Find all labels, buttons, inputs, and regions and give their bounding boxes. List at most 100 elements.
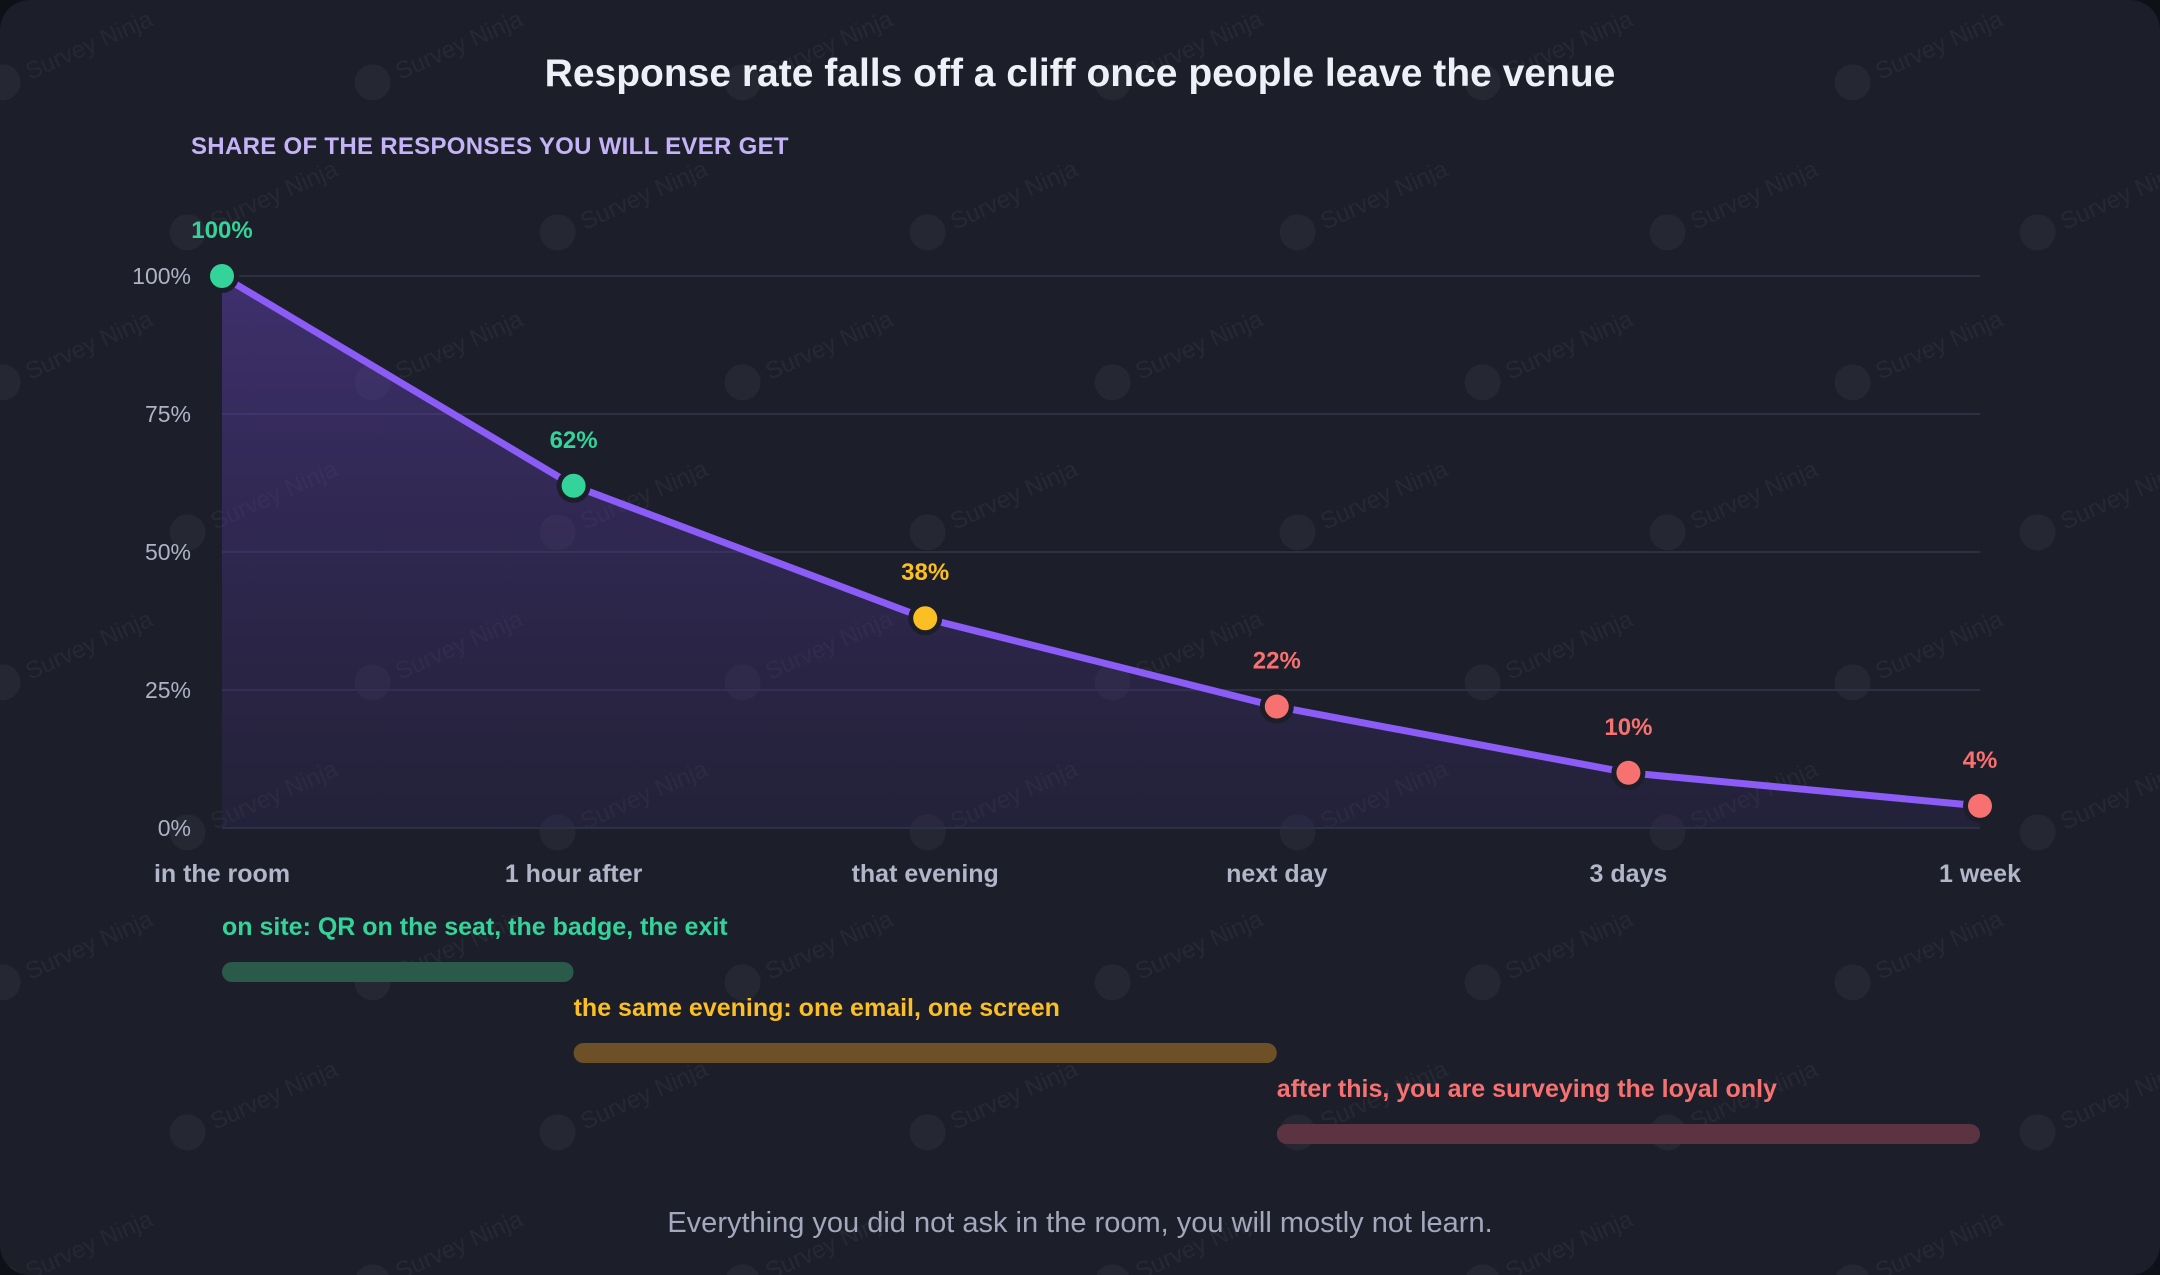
watermark-logo-icon	[1649, 214, 1686, 251]
y-tick-label: 25%	[145, 677, 191, 703]
watermark-logo-icon	[0, 64, 21, 101]
x-tick-label: that evening	[852, 860, 999, 888]
watermark: Survey Ninja	[1834, 305, 2007, 401]
watermark-text: Survey Ninja	[2056, 455, 2160, 535]
watermark-logo-icon	[0, 964, 21, 1001]
watermark: Survey Ninja	[539, 1055, 712, 1151]
x-axis: in the room 1 hour after that evening next …	[154, 860, 2021, 888]
watermark-logo-icon	[1279, 214, 1316, 251]
watermark-text: Survey Ninja	[21, 905, 157, 985]
watermark-logo-icon	[2019, 1114, 2056, 1151]
data-label: 62%	[550, 427, 598, 454]
data-point	[913, 606, 938, 631]
watermark-text: Survey Ninja	[761, 905, 897, 985]
data-point	[1968, 793, 1992, 818]
watermark: Survey Ninja	[1649, 455, 1822, 551]
watermark-logo-icon	[1834, 364, 1871, 401]
watermark-logo-icon	[354, 1264, 391, 1275]
data-point	[561, 473, 586, 498]
watermark-logo-icon	[539, 1114, 576, 1151]
watermark: Survey Ninja	[2019, 1055, 2160, 1151]
watermark-logo-icon	[2019, 814, 2056, 851]
watermark-logo-icon	[909, 1114, 946, 1151]
watermark: Survey Ninja	[724, 305, 897, 401]
y-axis: 0% 25% 50% 75% 100%	[132, 263, 191, 841]
watermark-text: Survey Ninja	[1686, 455, 1822, 535]
watermark: Survey Ninja	[0, 605, 157, 701]
watermark-logo-icon	[1834, 1264, 1871, 1275]
area-fill	[222, 276, 1980, 828]
watermark: Survey Ninja	[0, 905, 157, 1001]
watermark-text: Survey Ninja	[946, 455, 1082, 535]
segment-bar	[1276, 1124, 1980, 1144]
segment-bars: on site: QR on the seat, the badge, the …	[222, 913, 1980, 1144]
chart-title: Response rate falls off a cliff once peo…	[544, 52, 1616, 95]
watermark-logo-icon	[724, 64, 761, 101]
watermark: Survey Ninja	[2019, 455, 2160, 551]
watermark: Survey Ninja	[1094, 905, 1267, 1001]
watermark-text: Survey Ninja	[391, 305, 527, 385]
segment-bar	[573, 1043, 1277, 1063]
watermark-logo-icon	[169, 514, 206, 551]
watermark-text: Survey Ninja	[1871, 605, 2007, 685]
watermark: Survey Ninja	[1649, 155, 1822, 251]
data-label: 100%	[191, 217, 252, 244]
watermark: Survey Ninja	[1094, 305, 1267, 401]
watermark-text: Survey Ninja	[1871, 905, 2007, 985]
watermark-text: Survey Ninja	[206, 1055, 342, 1135]
y-tick-label: 50%	[145, 539, 191, 565]
watermark-logo-icon	[169, 1114, 206, 1151]
data-point	[1616, 760, 1641, 785]
watermark: Survey Ninja	[1464, 905, 1637, 1001]
watermark-logo-icon	[1464, 364, 1501, 401]
watermark-logo-icon	[1649, 514, 1686, 551]
data-points: 100% 62% 38% 22% 10% 4%	[191, 217, 1997, 823]
watermark: Survey Ninja	[1834, 905, 2007, 1001]
y-tick-label: 100%	[132, 263, 191, 289]
watermark-logo-icon	[1094, 1264, 1131, 1275]
watermark-text: Survey Ninja	[1501, 905, 1637, 985]
x-tick-label: in the room	[154, 860, 290, 888]
segment-label: the same evening: one email, one screen	[574, 994, 1060, 1022]
watermark: Survey Ninja	[0, 305, 157, 401]
segment-bar	[222, 962, 574, 982]
watermark: Survey Ninja	[539, 155, 712, 251]
watermark-text: Survey Ninja	[1686, 155, 1822, 235]
watermark-logo-icon	[724, 1264, 761, 1275]
watermark-logo-icon	[1094, 964, 1131, 1001]
watermark-logo-icon	[2019, 214, 2056, 251]
watermark: Survey Ninja	[1464, 305, 1637, 401]
watermark: Survey Ninja	[1279, 155, 1452, 251]
watermark: Survey Ninja	[169, 1055, 342, 1151]
watermark-text: Survey Ninja	[761, 305, 897, 385]
watermark: Survey Ninja	[909, 1055, 1082, 1151]
watermark-text: Survey Ninja	[1316, 155, 1452, 235]
x-tick-label: 1 hour after	[505, 860, 643, 888]
chart-caption: Everything you did not ask in the room, …	[667, 1207, 1493, 1239]
watermark: Survey Ninja	[1279, 455, 1452, 551]
watermark-text: Survey Ninja	[1131, 305, 1267, 385]
watermark-logo-icon	[1834, 964, 1871, 1001]
watermark-logo-icon	[1834, 64, 1871, 101]
area-layer	[218, 272, 1984, 828]
watermark-logo-icon	[1834, 664, 1871, 701]
x-tick-label: 1 week	[1939, 860, 2021, 888]
y-tick-label: 75%	[145, 401, 191, 427]
watermark-logo-icon	[1464, 1264, 1501, 1275]
chart-subtitle: SHARE OF THE RESPONSES YOU WILL EVER GET	[191, 133, 789, 160]
series-line	[218, 272, 1984, 810]
watermark-text: Survey Ninja	[2056, 155, 2160, 235]
watermark-logo-icon	[1464, 64, 1501, 101]
watermark-text: Survey Ninja	[2056, 755, 2160, 835]
x-tick-label: next day	[1226, 860, 1328, 888]
watermark: Survey Ninja	[909, 455, 1082, 551]
watermark-logo-icon	[354, 64, 391, 101]
watermark-text: Survey Ninja	[1501, 605, 1637, 685]
watermark-text: Survey Ninja	[576, 155, 712, 235]
watermark-text: Survey Ninja	[1131, 905, 1267, 985]
watermark-logo-icon	[1279, 514, 1316, 551]
watermark-logo-icon	[1094, 64, 1131, 101]
watermark-logo-icon	[0, 664, 21, 701]
